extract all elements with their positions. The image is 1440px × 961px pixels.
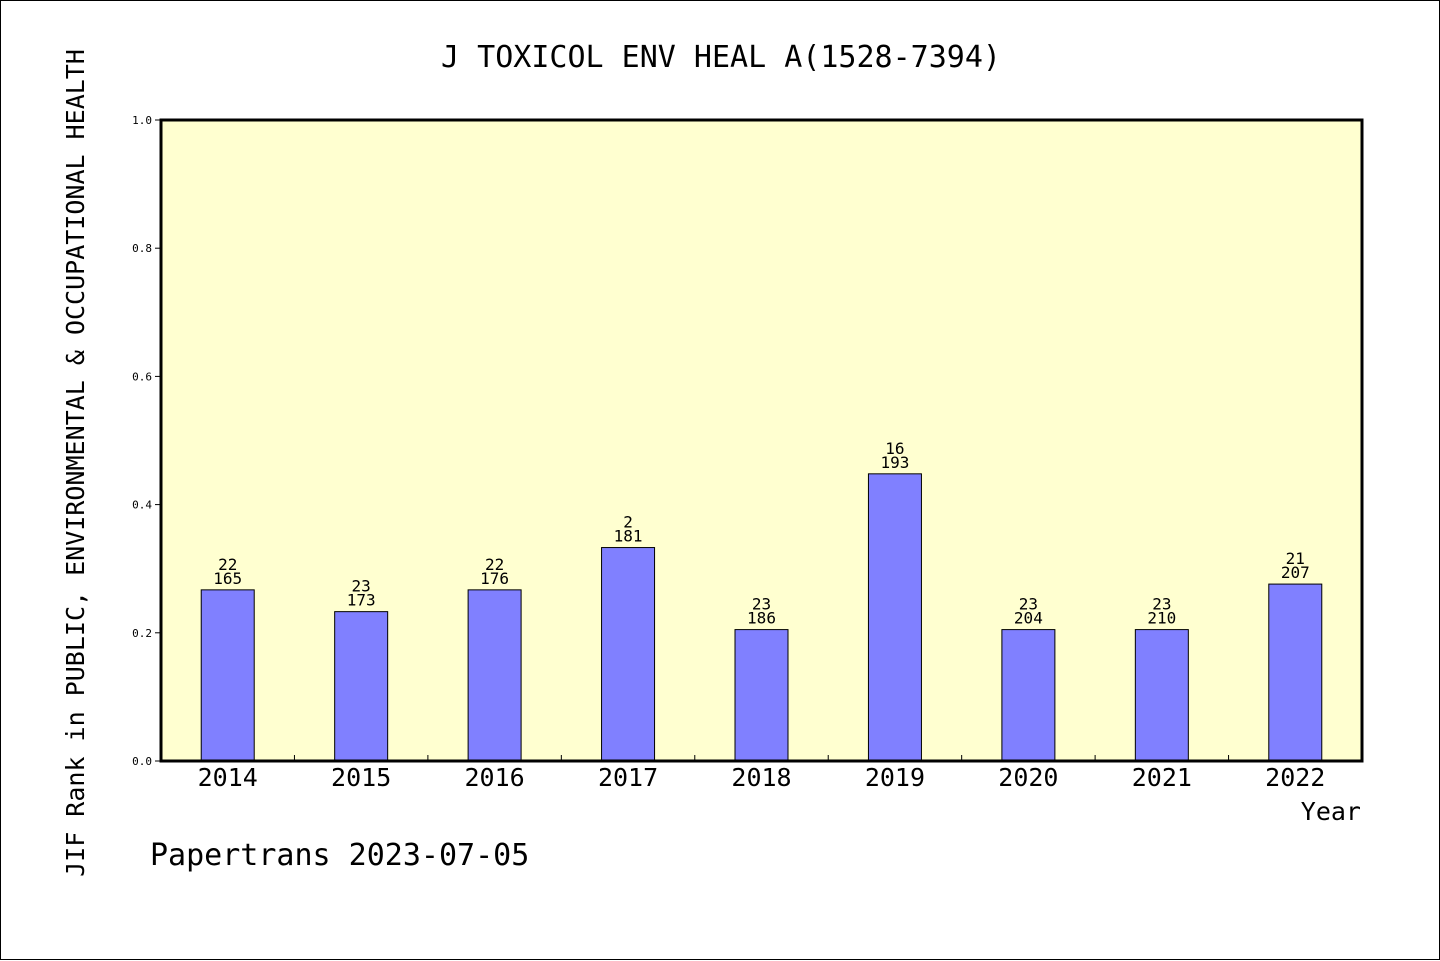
bar-2018 — [734, 629, 789, 762]
bar-label-total: 165 — [213, 569, 242, 588]
bar-2014 — [200, 589, 255, 762]
bar-label-total: 210 — [1147, 609, 1176, 628]
chart-title: J TOXICOL ENV HEAL A(1528-7394) — [441, 40, 1001, 75]
bar-label-total: 207 — [1281, 563, 1310, 582]
y-tick-label: 0.4 — [132, 499, 152, 512]
bar-label-total: 186 — [747, 609, 776, 628]
y-tick-label: 0.8 — [132, 242, 152, 255]
bar-2021 — [1134, 629, 1189, 762]
y-axis-label: JIF Rank in PUBLIC, ENVIRONMENTAL & OCCU… — [61, 49, 90, 877]
x-tick-label: 2021 — [1132, 763, 1192, 792]
bar-2015 — [334, 611, 389, 762]
bar-label-rank: 22 — [218, 555, 237, 574]
bar-2017 — [601, 547, 656, 762]
x-tick-label: 2015 — [331, 763, 391, 792]
y-tick-label: 0.6 — [132, 370, 152, 383]
x-axis-label: Year — [1301, 797, 1361, 826]
x-tick-label: 2017 — [598, 763, 658, 792]
y-axis: 0.0 0.2 0.4 0.6 0.8 1.0 — [132, 114, 161, 768]
x-tick-label: 2014 — [198, 763, 258, 792]
y-tick-label: 1.0 — [132, 114, 152, 127]
bar-2019 — [867, 473, 922, 762]
bar-label-total: 193 — [880, 453, 909, 472]
bar-label-rank: 16 — [885, 439, 904, 458]
bar-label-rank: 22 — [485, 555, 504, 574]
bar-2016 — [467, 589, 522, 762]
bar-label-total: 181 — [614, 527, 643, 546]
x-axis: 2014 2015 2016 2017 2018 2019 2020 2021 2022 — [198, 755, 1325, 792]
bar-label-total: 173 — [347, 591, 376, 610]
plot-border — [159, 118, 1364, 763]
footer-credit: Papertrans 2023-07-05 — [150, 838, 529, 873]
x-tick-label: 2016 — [465, 763, 525, 792]
bar-label-rank: 2 — [623, 513, 633, 532]
bar-label-rank: 21 — [1286, 549, 1305, 568]
x-tick-label: 2022 — [1265, 763, 1325, 792]
x-tick-label: 2019 — [865, 763, 925, 792]
y-tick-label: 0.2 — [132, 627, 152, 640]
bar-2022 — [1268, 583, 1323, 762]
x-tick-label: 2018 — [731, 763, 791, 792]
bar-2020 — [1001, 629, 1056, 762]
bar-label-total: 204 — [1014, 609, 1043, 628]
bar-label-rank: 23 — [1019, 595, 1038, 614]
bar-label-rank: 23 — [752, 595, 771, 614]
x-tick-label: 2020 — [998, 763, 1058, 792]
bar-label-rank: 23 — [1152, 595, 1171, 614]
y-tick-label: 0.0 — [132, 755, 152, 768]
bar-label-rank: 23 — [352, 577, 371, 596]
bar-label-total: 176 — [480, 569, 509, 588]
